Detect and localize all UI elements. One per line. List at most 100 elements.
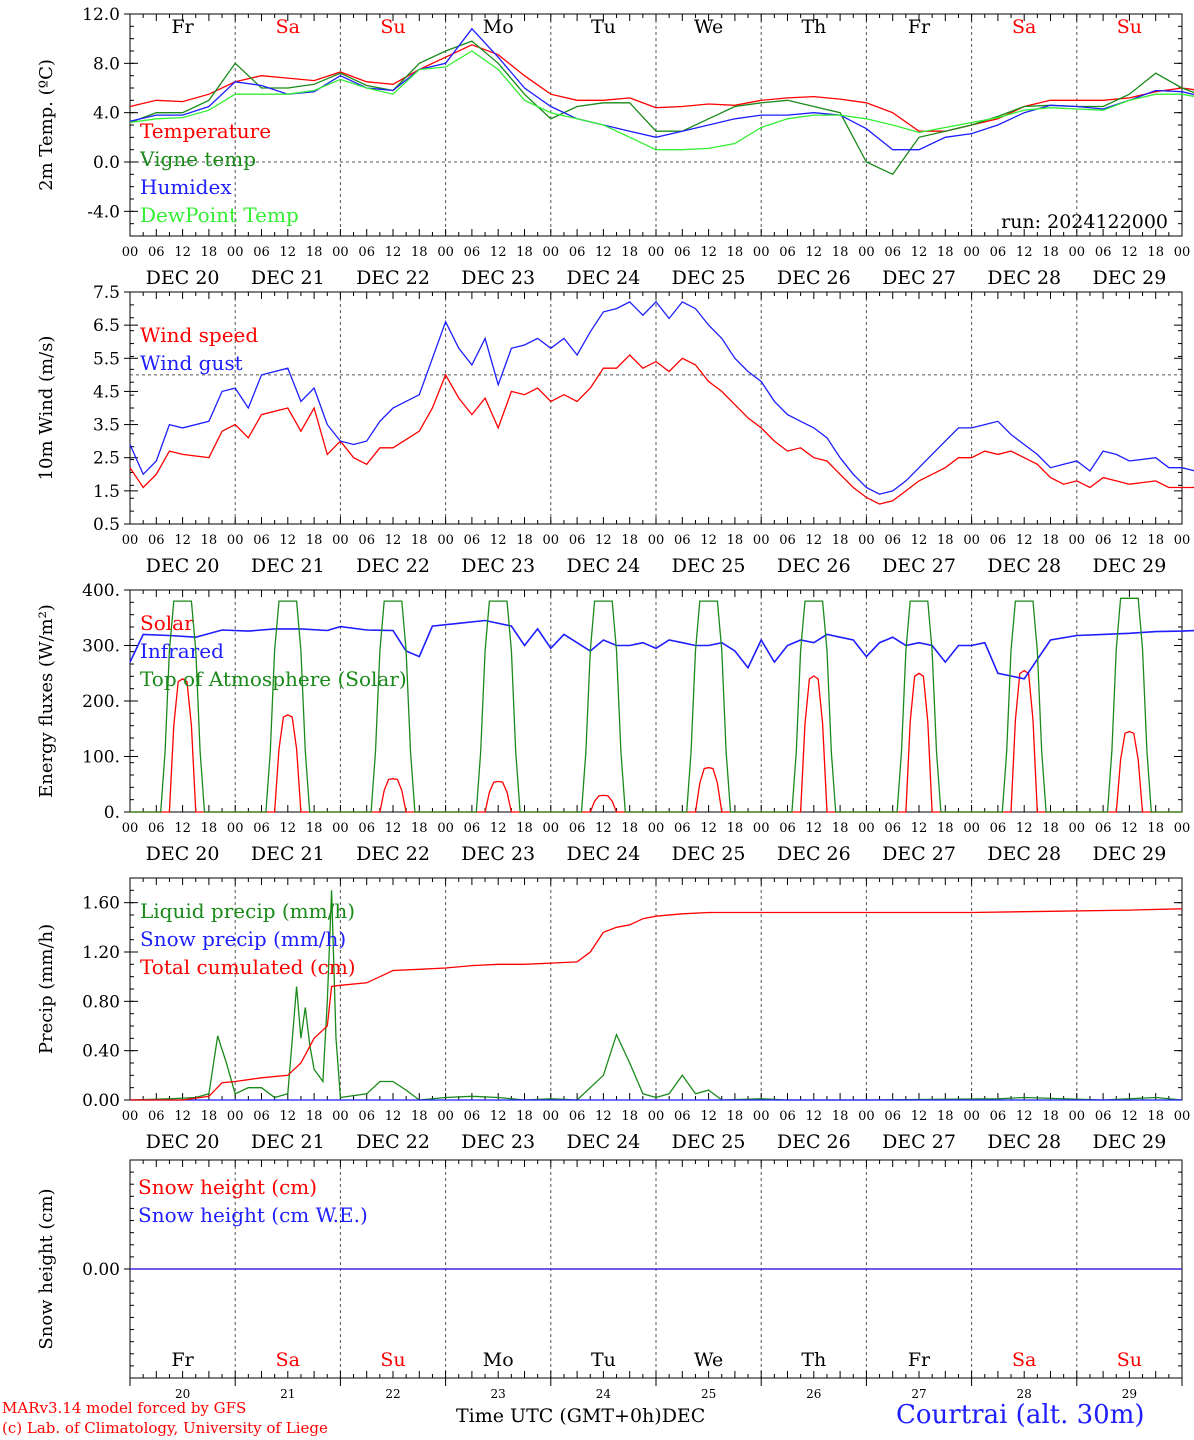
legend-entry: Snow precip (mm/h) <box>140 927 346 951</box>
x-hour-label: 06 <box>884 1109 901 1124</box>
y-tick-label: 0.00 <box>82 1260 120 1280</box>
day-number-label: 29 <box>1122 1387 1137 1401</box>
x-hour-label: 00 <box>543 245 560 260</box>
y-tick-label: 0.80 <box>82 992 120 1012</box>
x-hour-label: 12 <box>174 245 191 260</box>
x-hour-label: 12 <box>490 821 507 836</box>
x-date-label: DEC 29 <box>1092 555 1166 577</box>
day-number-label: 23 <box>491 1387 506 1401</box>
x-hour-label: 06 <box>1095 245 1112 260</box>
x-hour-label: 06 <box>148 821 165 836</box>
x-hour-label: 12 <box>385 1109 402 1124</box>
x-hour-label: 06 <box>253 533 270 548</box>
y-tick-label: 300. <box>82 637 120 657</box>
x-hour-label: 12 <box>490 1109 507 1124</box>
x-hour-label: 06 <box>253 1109 270 1124</box>
x-hour-label: 06 <box>569 533 586 548</box>
x-hour-label: 06 <box>464 533 481 548</box>
x-hour-label: 18 <box>201 821 218 836</box>
x-hour-label: 12 <box>1016 533 1033 548</box>
x-hour-label: 06 <box>464 821 481 836</box>
x-date-label: DEC 28 <box>987 843 1061 865</box>
y-tick-label: 1.5 <box>93 482 120 502</box>
x-hour-label: 06 <box>990 1109 1007 1124</box>
x-date-label: DEC 28 <box>987 1131 1061 1153</box>
x-hour-label: 18 <box>516 821 533 836</box>
x-axis-title: Time UTC (GMT+0h)DEC <box>456 1405 705 1427</box>
x-date-label: DEC 22 <box>356 1131 430 1153</box>
x-hour-label: 06 <box>884 821 901 836</box>
y-tick-label: 400. <box>82 581 120 601</box>
x-date-label: DEC 25 <box>672 843 746 865</box>
x-hour-label: 12 <box>911 245 928 260</box>
series-line-humidex <box>129 27 1194 151</box>
x-hour-label: 00 <box>753 1109 770 1124</box>
x-date-label: DEC 22 <box>356 843 430 865</box>
lab-line: (c) Lab. of Climatology, University of L… <box>2 1419 328 1437</box>
day-of-week-label: Sa <box>276 1349 300 1371</box>
model-line: MARv3.14 model forced by GFS <box>2 1399 247 1417</box>
panel-3: 400. 300. 200. 100. 0. Energy fluxes (W/m²) 00… <box>36 581 1194 865</box>
x-date-label: DEC 24 <box>566 267 640 289</box>
x-hour-label: 00 <box>437 821 454 836</box>
y-axis-label: 2m Temp. (ºC) <box>36 59 57 191</box>
x-hour-label: 12 <box>174 1109 191 1124</box>
x-hour-label: 00 <box>858 245 875 260</box>
y-tick-label: 4.5 <box>93 382 120 402</box>
x-date-label: DEC 20 <box>146 555 220 577</box>
x-hour-label: 12 <box>700 245 717 260</box>
x-hour-label: 06 <box>1095 533 1112 548</box>
day-number-label: 27 <box>911 1387 926 1401</box>
x-hour-label: 00 <box>332 821 349 836</box>
y-tick-label: 7.5 <box>93 283 120 303</box>
x-hour-label: 00 <box>1069 1109 1086 1124</box>
x-hour-label: 00 <box>437 1109 454 1124</box>
day-of-week-label: We <box>694 16 723 38</box>
legend-entry: Wind speed <box>140 323 258 347</box>
x-hour-label: 00 <box>963 821 980 836</box>
x-hour-label: 18 <box>727 1109 744 1124</box>
x-hour-label: 12 <box>911 533 928 548</box>
x-date-label: DEC 21 <box>251 267 325 289</box>
model-credit: MARv3.14 model forced by GFS (c) Lab. of… <box>2 1398 328 1438</box>
x-hour-label: 06 <box>569 1109 586 1124</box>
x-hour-label: 00 <box>437 245 454 260</box>
x-date-label: DEC 21 <box>251 843 325 865</box>
legend-entry: DewPoint Temp <box>140 203 299 227</box>
x-hour-label: 18 <box>411 245 428 260</box>
x-hour-label: 18 <box>832 1109 849 1124</box>
x-hour-label: 18 <box>516 1109 533 1124</box>
panel-2: 7.5 6.5 5.5 4.5 3.5 2.5 1.5 0.5 10m Wind (m/s) 00… <box>36 283 1194 577</box>
x-hour-label: 12 <box>1016 245 1033 260</box>
x-hour-label: 12 <box>385 821 402 836</box>
legend-entry: Temperature <box>140 119 271 143</box>
series-line-top-of-atmosphere-solar- <box>130 597 1182 813</box>
x-hour-label: 06 <box>464 1109 481 1124</box>
x-date-label: DEC 24 <box>566 1131 640 1153</box>
x-hour-label: 12 <box>700 533 717 548</box>
x-hour-label: 18 <box>621 1109 638 1124</box>
y-tick-label: 200. <box>82 692 120 712</box>
x-hour-label: 00 <box>332 245 349 260</box>
x-date-label: DEC 26 <box>777 1131 851 1153</box>
x-date-label: DEC 28 <box>987 555 1061 577</box>
panel-1: 12.0 8.0 4.0 0.0 -4.0 2m Temp. (ºC) 00 06 12 18 00… <box>36 5 1194 289</box>
x-hour-label: 00 <box>753 533 770 548</box>
x-date-label: DEC 23 <box>461 843 535 865</box>
y-tick-label: 1.20 <box>82 943 120 963</box>
day-number-label: 22 <box>385 1387 400 1401</box>
x-hour-label: 18 <box>1147 821 1164 836</box>
day-of-week-label: Su <box>380 16 405 38</box>
panel-4: 1.60 1.20 0.80 0.40 0.00 Precip (mm/h) 00 06 12 1… <box>36 877 1190 1153</box>
x-hour-label: 06 <box>674 821 691 836</box>
x-hour-label: 06 <box>253 245 270 260</box>
x-hour-label: 06 <box>884 533 901 548</box>
x-hour-label: 18 <box>1042 245 1059 260</box>
day-of-week-label: Fr <box>908 1349 931 1371</box>
x-hour-label: 00 <box>1069 533 1086 548</box>
x-hour-label: 00 <box>1174 821 1191 836</box>
day-number-label: 21 <box>280 1387 295 1401</box>
x-date-label: DEC 29 <box>1092 1131 1166 1153</box>
x-hour-label: 00 <box>648 1109 665 1124</box>
x-hour-label: 12 <box>1121 533 1138 548</box>
